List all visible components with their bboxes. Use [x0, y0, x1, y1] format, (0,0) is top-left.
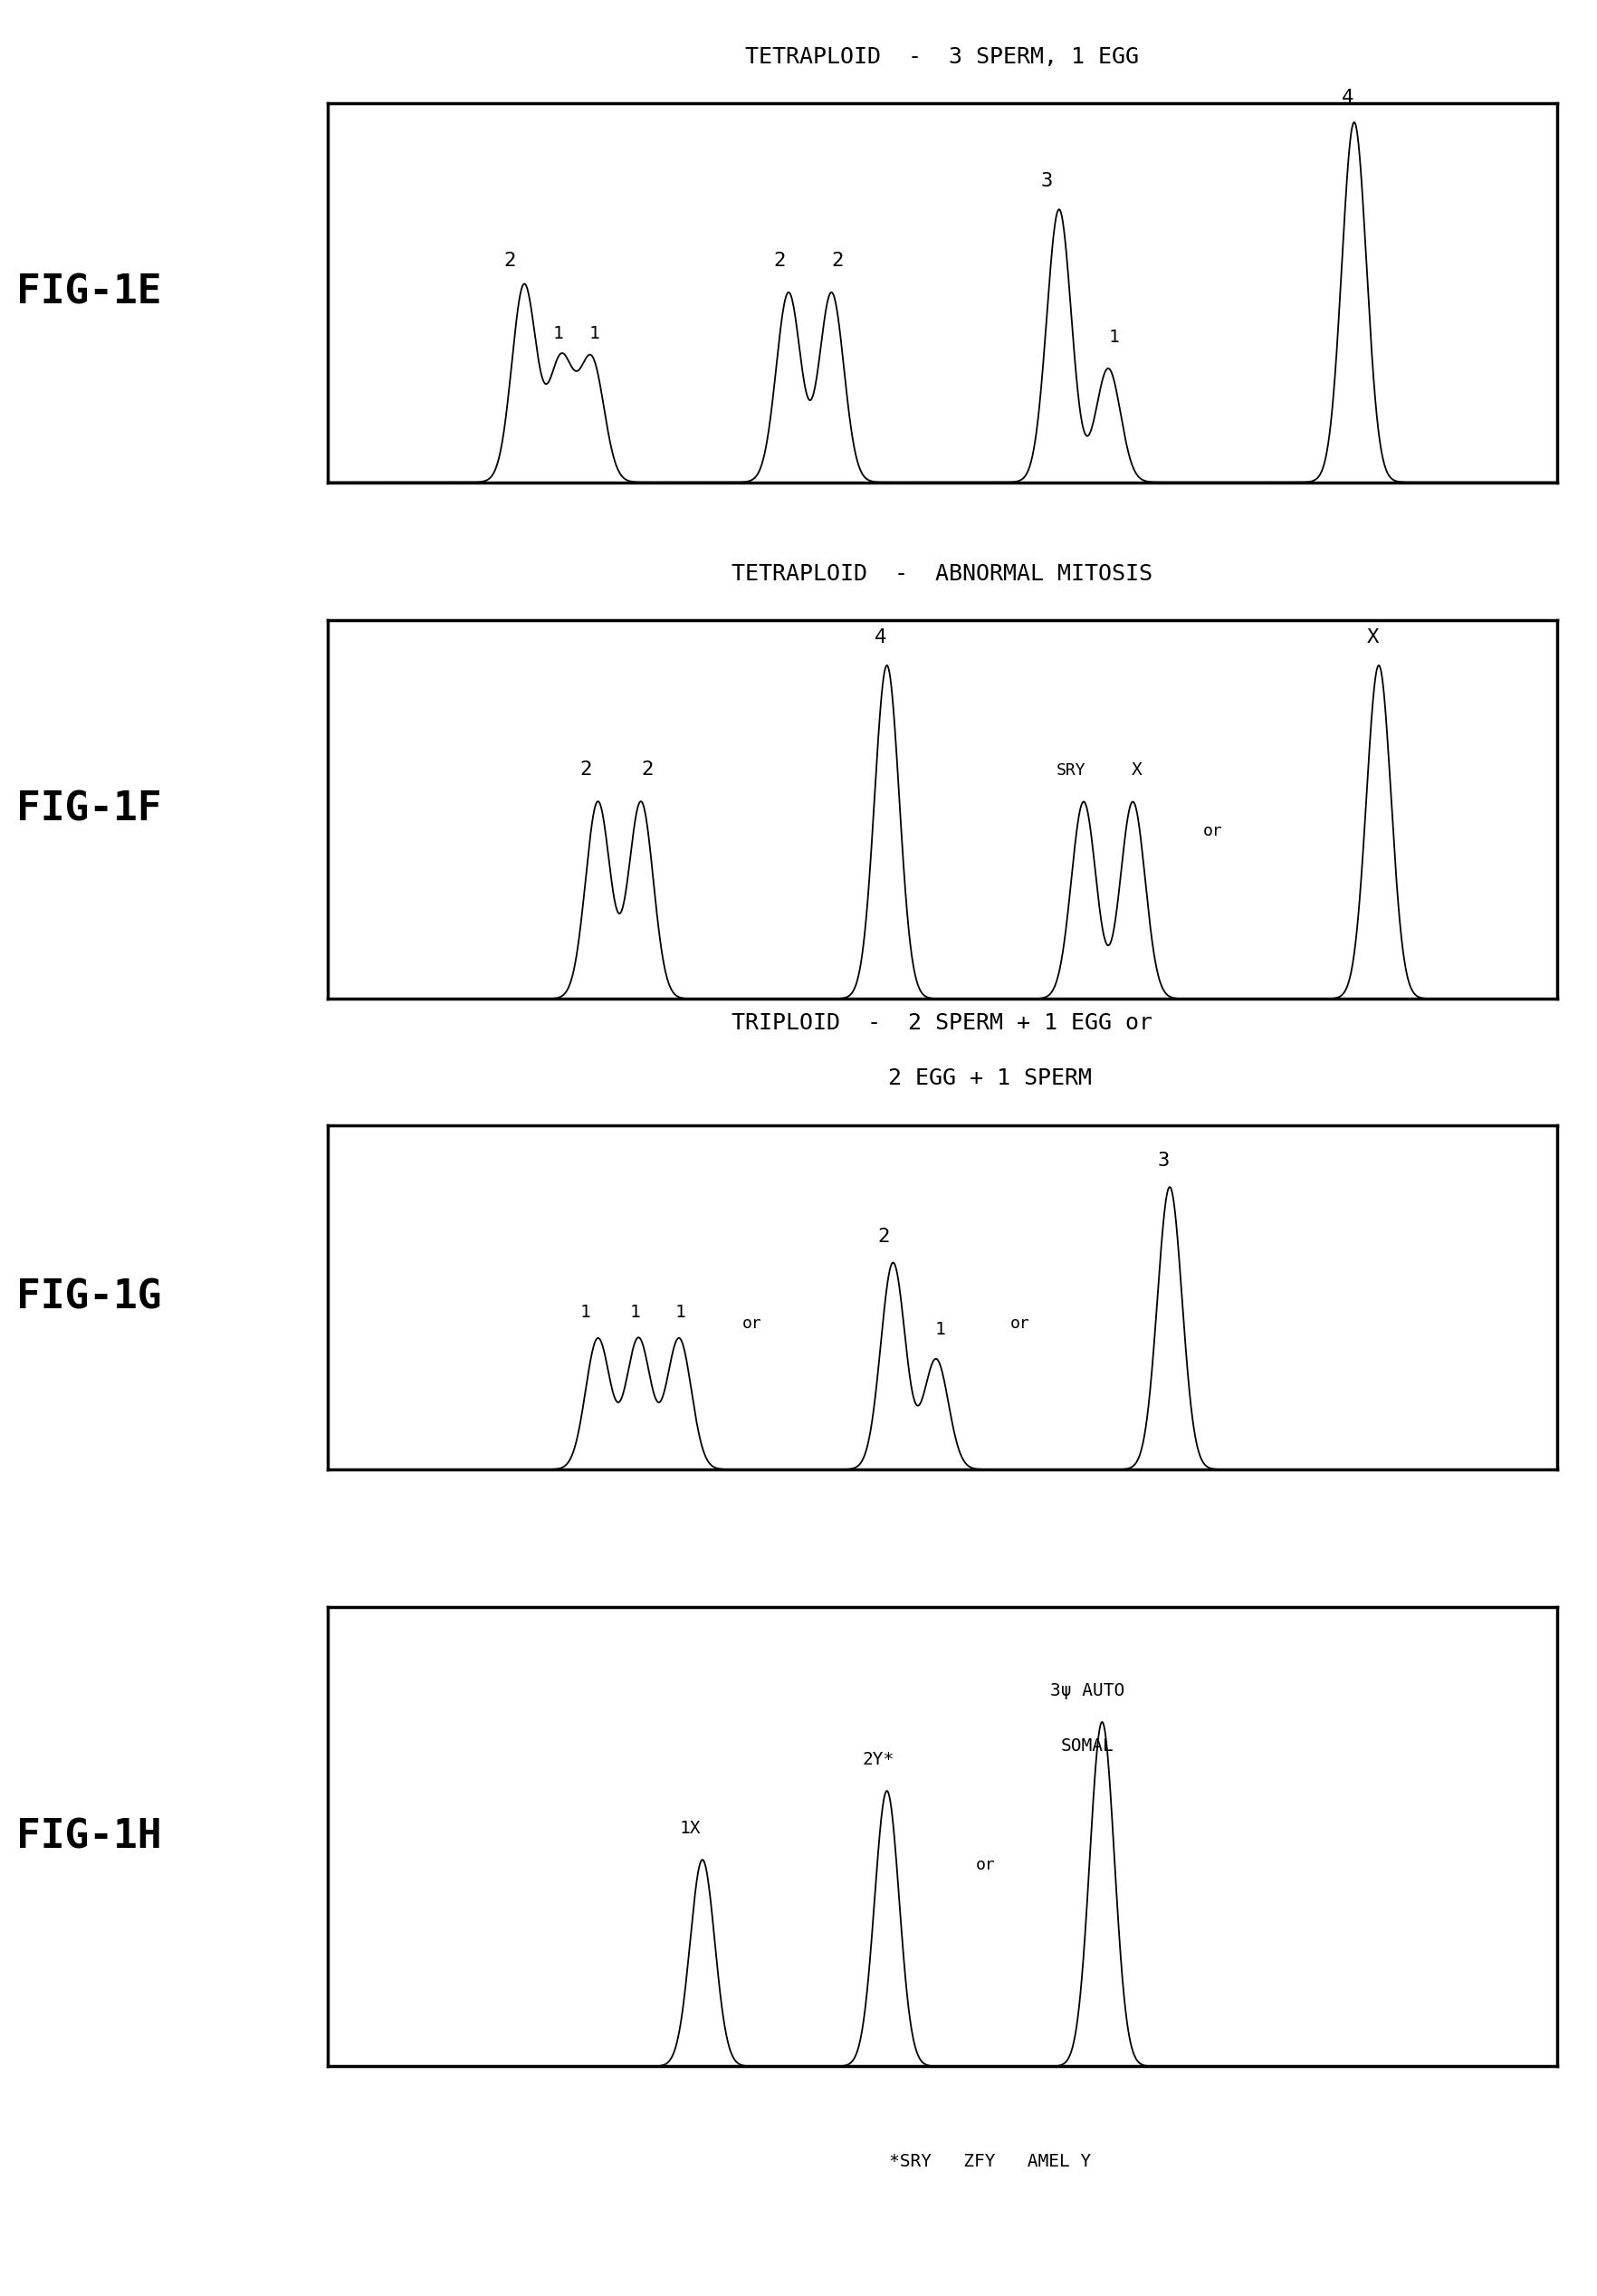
- Text: 1X: 1X: [679, 1821, 701, 1837]
- Text: 4: 4: [875, 629, 886, 647]
- Text: FIG-1G: FIG-1G: [16, 1279, 161, 1316]
- Text: FIG-1F: FIG-1F: [16, 790, 161, 829]
- Text: 1: 1: [676, 1304, 685, 1322]
- Text: or: or: [741, 1316, 762, 1332]
- Text: 2 EGG + 1 SPERM: 2 EGG + 1 SPERM: [792, 1068, 1092, 1088]
- Text: or: or: [1203, 824, 1223, 840]
- Text: 2: 2: [832, 253, 843, 271]
- Text: X: X: [1367, 629, 1378, 647]
- Text: 3: 3: [1041, 172, 1052, 191]
- Text: 3: 3: [1158, 1153, 1169, 1169]
- Text: 4: 4: [1341, 90, 1354, 108]
- Text: 2: 2: [640, 760, 653, 778]
- Text: 1: 1: [553, 324, 564, 342]
- Text: 2: 2: [503, 253, 516, 271]
- Text: 1: 1: [1108, 328, 1119, 347]
- Text: SOMAL: SOMAL: [1060, 1738, 1115, 1754]
- Text: SRY: SRY: [1057, 762, 1086, 778]
- Text: TRIPLOID  -  2 SPERM + 1 EGG or: TRIPLOID - 2 SPERM + 1 EGG or: [731, 1013, 1153, 1033]
- Text: 1: 1: [589, 324, 599, 342]
- Text: 2: 2: [775, 253, 786, 271]
- Text: or: or: [976, 1857, 995, 1874]
- Text: 2: 2: [877, 1228, 890, 1244]
- Text: 1: 1: [934, 1322, 945, 1339]
- Text: 2Y*: 2Y*: [862, 1752, 894, 1768]
- Text: *SRY   ZFY   AMEL Y: *SRY ZFY AMEL Y: [890, 2154, 1091, 2170]
- Text: FIG-1H: FIG-1H: [16, 1818, 161, 1855]
- Text: 3ψ AUTO: 3ψ AUTO: [1051, 1683, 1124, 1699]
- Text: 1: 1: [629, 1304, 640, 1322]
- Text: FIG-1E: FIG-1E: [16, 273, 161, 312]
- Text: X: X: [1131, 762, 1142, 778]
- Text: or: or: [1009, 1316, 1030, 1332]
- Text: 1: 1: [580, 1304, 591, 1322]
- Text: TETRAPLOID  -  ABNORMAL MITOSIS: TETRAPLOID - ABNORMAL MITOSIS: [731, 563, 1153, 585]
- Text: 2: 2: [580, 760, 591, 778]
- Text: TETRAPLOID  -  3 SPERM, 1 EGG: TETRAPLOID - 3 SPERM, 1 EGG: [746, 46, 1139, 69]
